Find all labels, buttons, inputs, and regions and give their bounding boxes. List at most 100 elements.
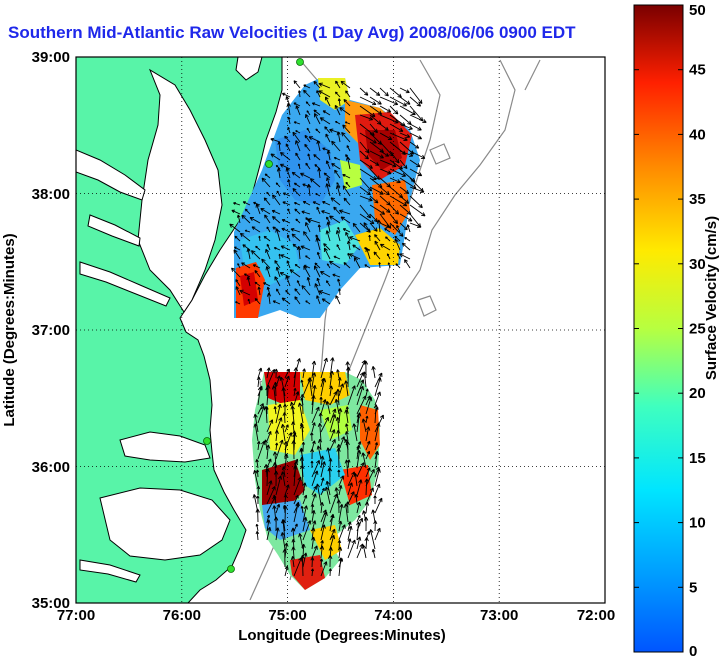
velocity-arrow: [325, 401, 331, 415]
albemarle-sound: [119, 431, 211, 463]
velocity-arrow: [335, 120, 341, 125]
velocity-arrow: [231, 267, 241, 278]
velocity-arrow: [260, 207, 271, 215]
velocity-arrow: [373, 251, 381, 260]
velocity-arrow: [389, 150, 400, 164]
velocity-arrow: [295, 140, 301, 152]
velocity-arrow: [387, 262, 391, 269]
velocity-arrow: [256, 440, 261, 451]
velocity-arrow: [290, 227, 301, 233]
velocity-arrow: [369, 213, 378, 223]
velocity-arrow: [325, 280, 331, 287]
velocity-arrow: [369, 222, 378, 232]
velocity-arrow: [409, 204, 426, 217]
velocity-arrow: [374, 468, 381, 487]
velocity-arrow: [338, 520, 343, 532]
velocity-arrow: [389, 195, 408, 207]
velocity-arrow: [336, 182, 341, 188]
velocity-arrow: [374, 442, 378, 451]
velocity-arrow: [318, 290, 331, 296]
velocity-arrow: [356, 379, 365, 397]
velocity-arrow: [311, 493, 317, 505]
velocity-arrow: [404, 259, 411, 269]
velocity-arrow: [285, 289, 291, 296]
velocity-arrow: [291, 171, 301, 179]
velocity-arrow: [305, 222, 311, 233]
velocity-arrow: [379, 204, 391, 213]
velocity-arrow: [356, 514, 361, 523]
velocity-arrow: [329, 215, 341, 224]
colorbar-tick-label: 25: [689, 321, 706, 338]
velocity-arrow: [263, 282, 271, 287]
velocity-arrows: [229, 80, 427, 577]
velocity-arrow: [257, 440, 266, 460]
velocity-arrow: [325, 183, 331, 197]
velocity-arrow: [338, 383, 345, 397]
velocity-arrow: [399, 159, 408, 170]
velocity-arrow: [335, 295, 341, 305]
velocity-arrow: [300, 554, 305, 577]
velocity-arrow: [293, 367, 299, 388]
velocity-arrow: [255, 203, 261, 215]
velocity-arrow: [317, 422, 323, 442]
velocity-arrow: [316, 140, 321, 152]
velocity-arrow: [257, 386, 263, 406]
velocity-arrow: [326, 150, 331, 161]
velocity-arrow: [399, 195, 410, 204]
velocity-arrow: [345, 231, 351, 242]
velocity-arrow: [281, 387, 286, 406]
x-axis-label: Longitude (Degrees:Minutes): [238, 627, 446, 644]
velocity-arrow: [369, 87, 381, 96]
velocity-arrow: [389, 204, 400, 215]
velocity-arrow: [368, 234, 371, 242]
velocity-arrow: [365, 450, 371, 460]
velocity-arrow: [266, 519, 271, 532]
velocity-arrow: [290, 405, 295, 424]
colorbar-tick-label: 30: [689, 256, 706, 273]
velocity-arrow: [406, 224, 411, 233]
velocity-arrow: [374, 450, 380, 469]
velocity-arrow: [246, 248, 251, 260]
velocity-arrow: [311, 102, 321, 107]
velocity-arrow: [326, 177, 331, 188]
velocity-arrow: [261, 177, 271, 188]
velocity-arrow: [305, 162, 311, 170]
velocity-arrow: [319, 117, 331, 125]
velocity-arrow: [263, 197, 271, 206]
velocity-arrow: [399, 132, 411, 138]
velocity-arrow: [320, 399, 327, 415]
x-tick-label: 76:00: [163, 607, 201, 624]
chesapeake-bay: [137, 68, 223, 313]
velocity-arrow: [265, 266, 271, 278]
velocity-arrow: [374, 234, 381, 242]
colorbar-tick-label: 5: [689, 579, 697, 596]
velocity-arrow: [379, 87, 389, 97]
velocity-arrow: [364, 537, 369, 550]
velocity-arrow: [409, 132, 423, 140]
velocity-arrow: [253, 470, 259, 487]
velocity-arrow: [300, 172, 311, 179]
velocity-arrow: [335, 184, 341, 197]
velocity-arrow: [275, 417, 283, 433]
velocity-arrow: [270, 137, 281, 143]
velocity-arrow: [319, 558, 324, 568]
velocity-arrow: [311, 536, 316, 550]
velocity-arrow: [352, 222, 361, 233]
velocity-arrow: [275, 475, 283, 496]
velocity-arrow: [319, 502, 325, 514]
velocity-arrow: [347, 482, 353, 496]
velocity-arrow: [244, 208, 251, 215]
velocity-arrow: [399, 105, 416, 116]
velocity-arrow: [325, 96, 331, 107]
velocity-arrow: [302, 368, 306, 379]
velocity-arrow: [374, 497, 383, 514]
velocity-arrow: [307, 377, 313, 397]
velocity-arrow: [275, 164, 281, 170]
colorbar-gradient: [633, 4, 684, 653]
velocity-arrow: [409, 114, 427, 124]
velocity-arrow: [365, 487, 374, 505]
velocity-arrow: [356, 395, 367, 415]
velocity-arrow: [353, 472, 358, 487]
velocity-arrow: [266, 526, 272, 541]
velocity-arrow: [305, 255, 311, 260]
